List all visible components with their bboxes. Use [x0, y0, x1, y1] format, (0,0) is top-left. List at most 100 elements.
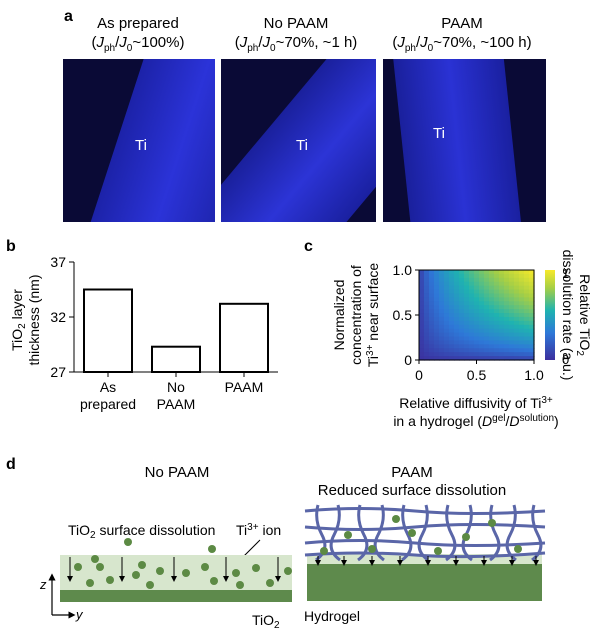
heat-cell [504, 270, 510, 275]
heat-cell [504, 340, 510, 345]
heat-cell [489, 344, 495, 349]
ion-dot [252, 564, 260, 572]
heat-cell [444, 301, 450, 306]
heat-cell [429, 344, 435, 349]
heat-cell [524, 356, 530, 361]
heat-cell [444, 281, 450, 287]
heat-cell [464, 324, 470, 330]
heat-cell [449, 332, 455, 338]
heat-cell [509, 293, 515, 298]
heat-cell [439, 285, 445, 291]
micrograph-as-prepared: Ti [63, 59, 215, 222]
schematic-diagram: No PAAM TiO2 surface dissolution Ti3+ io… [39, 464, 546, 631]
heat-cell [434, 270, 440, 275]
heat-cell [464, 313, 470, 318]
heat-cell [504, 332, 510, 338]
heat-cell [454, 301, 460, 306]
y-tick-label: 37 [50, 254, 66, 270]
heat-cell [479, 320, 485, 326]
gel-strand [304, 539, 546, 547]
heat-cell [484, 324, 490, 330]
title-line2: (Jph/J0~70%, ~100 h) [392, 34, 532, 54]
heat-cell [419, 293, 425, 298]
heat-cell [524, 344, 530, 349]
heat-cell [449, 289, 455, 295]
heat-cell [489, 324, 495, 330]
heat-cell [524, 289, 530, 295]
heat-cell [459, 336, 465, 342]
heat-cell [494, 316, 500, 322]
gel-strand [304, 551, 546, 559]
heat-cell [504, 348, 510, 353]
heat-cell [519, 270, 525, 275]
heat-cell [484, 270, 490, 275]
heat-cell [459, 301, 465, 306]
left-title: No PAAM [145, 464, 210, 481]
heat-cell [429, 348, 435, 353]
heat-cell [419, 340, 425, 345]
heat-cell [514, 273, 520, 279]
heat-cell [444, 289, 450, 295]
heat-cell [439, 336, 445, 342]
heat-cell [434, 328, 440, 334]
ion-dot [344, 531, 352, 539]
ion-dot [106, 576, 114, 584]
heat-cell [524, 332, 530, 338]
heat-cell [489, 328, 495, 334]
heat-cell [524, 316, 530, 322]
heat-cell [504, 336, 510, 342]
bar [219, 302, 269, 373]
heat-cell [479, 352, 485, 357]
heat-cell [434, 316, 440, 322]
heat-cell [439, 273, 445, 279]
heat-cell [484, 336, 490, 342]
heat-cell [489, 305, 495, 310]
ion-dots-right [320, 515, 522, 555]
heat-cell [449, 352, 455, 357]
heat-cell [474, 273, 480, 279]
heat-cell [459, 320, 465, 326]
title-line1: As prepared [97, 15, 179, 32]
heat-cell [484, 328, 490, 334]
heat-cell [529, 320, 535, 326]
heat-cell [529, 293, 535, 298]
heat-cell [509, 336, 515, 342]
heat-cell [419, 320, 425, 326]
colorbar [545, 270, 555, 360]
heat-cell [499, 324, 505, 330]
heat-cell [439, 332, 445, 338]
heat-cell [499, 352, 505, 357]
heat-cell [434, 352, 440, 357]
heat-cell [519, 297, 525, 302]
heat-cell [439, 281, 445, 287]
heat-cell [439, 356, 445, 361]
heat-cell [499, 297, 505, 302]
heat-cell [509, 344, 515, 349]
heat-cell [504, 324, 510, 330]
heat-cell [464, 320, 470, 326]
heat-cell [474, 328, 480, 334]
heat-cell [494, 320, 500, 326]
heat-cell [469, 336, 475, 342]
panel-d-label: d [6, 456, 16, 473]
heat-cell [514, 316, 520, 322]
panel-a-title-no-paam: No PAAM (Jph/J0~70%, ~1 h) [214, 14, 378, 58]
heat-cell [509, 277, 515, 283]
heat-cell [519, 332, 525, 338]
heat-cell [419, 324, 425, 330]
y-tick-label: 27 [50, 364, 66, 380]
heat-cell [429, 305, 435, 310]
heat-cell [514, 348, 520, 353]
heat-cell [489, 336, 495, 342]
heat-cell [509, 305, 515, 310]
heat-cell [499, 348, 505, 353]
heat-cell [449, 285, 455, 291]
heat-cell [469, 316, 475, 322]
heat-cell [424, 297, 430, 302]
title-line2: (Jph/J0~70%, ~1 h) [234, 34, 358, 54]
x-tick-label: 1.0 [524, 367, 544, 383]
heat-cell [449, 313, 455, 318]
heat-cell [419, 309, 425, 314]
heat-cell [429, 285, 435, 291]
heat-cell [519, 277, 525, 283]
